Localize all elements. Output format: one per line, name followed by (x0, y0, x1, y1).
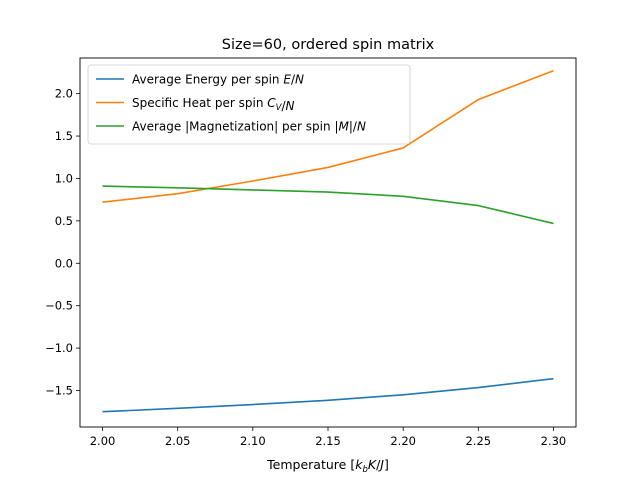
series-line-1 (102, 377, 554, 413)
y-tick-label: 0.5 (55, 214, 73, 228)
series-line-3 (102, 185, 554, 225)
legend: Average Energy per spin E/N Specific Heat… (87, 64, 411, 145)
y-tick-label: −1.5 (45, 384, 73, 398)
x-tick-label: 2.15 (315, 434, 341, 448)
x-tick-label: 2.00 (90, 434, 116, 448)
x-tick-label: 2.10 (240, 434, 266, 448)
y-tick-label: −1.0 (45, 341, 73, 355)
legend-label: Specific Heat per spin CV/N (132, 96, 295, 113)
legend-label: Average Energy per spin E/N (132, 73, 304, 87)
x-tick-label: 2.30 (541, 434, 567, 448)
legend-label: Average |Magnetization| per spin |M|/N (132, 120, 366, 134)
x-tick-label: 2.05 (165, 434, 191, 448)
y-tick-label: 2.0 (55, 87, 73, 101)
chart-title: Size=60, ordered spin matrix (222, 37, 435, 53)
legend-frame (87, 64, 411, 145)
x-axis-label: Temperature [kbK/J] (266, 457, 389, 475)
y-tick-label: 1.5 (55, 129, 73, 143)
x-tick-label: 2.25 (465, 434, 491, 448)
x-tick-label: 2.20 (390, 434, 416, 448)
y-tick-label: 1.0 (55, 171, 73, 185)
y-tick-label: −0.5 (45, 299, 73, 313)
y-tick-label: 0.0 (55, 256, 73, 270)
